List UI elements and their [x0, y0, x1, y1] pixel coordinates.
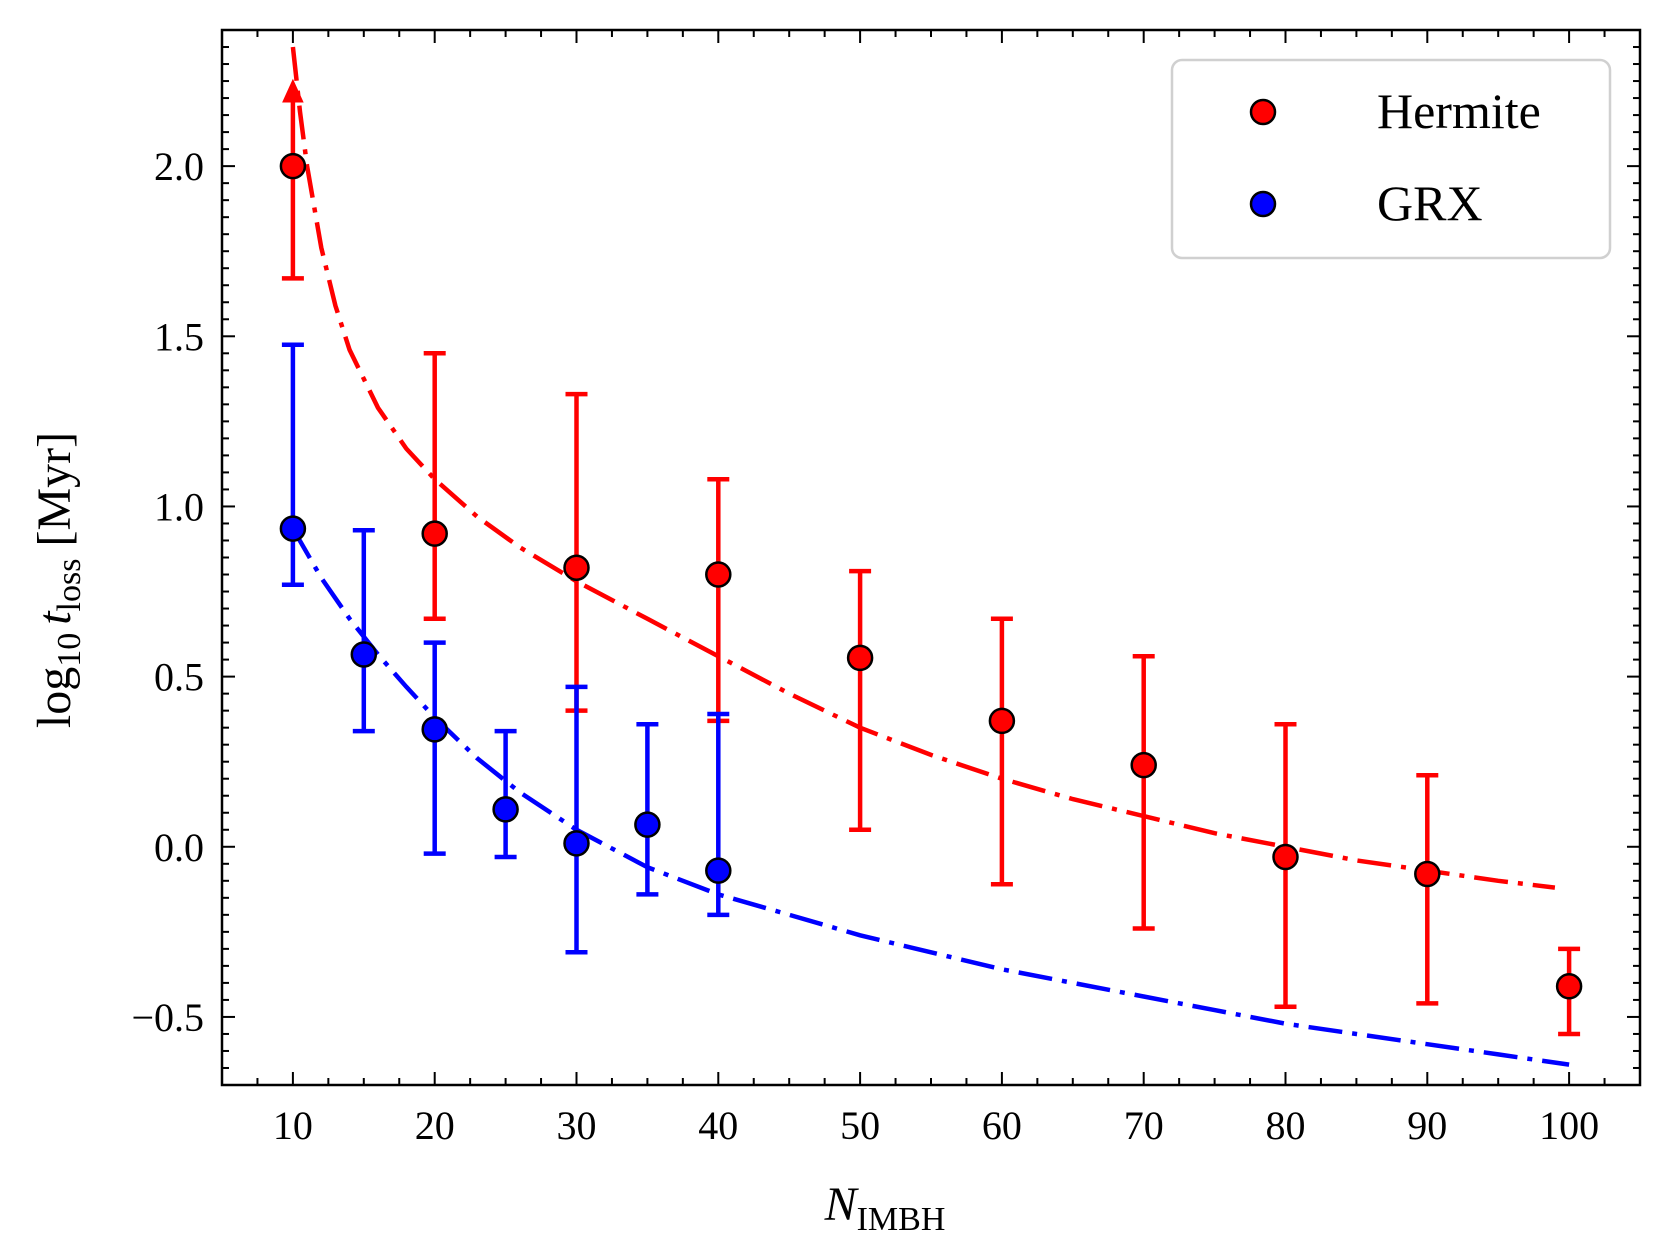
- tick-labels: 10 20 30 40 50 60 70 80 90 100 −0.5 0.0 0.5 1.0 1.5 2.0: [131, 144, 1599, 1148]
- x-tick-label: 100: [1539, 1103, 1599, 1148]
- fit-curve-hermite: [290, 46, 1556, 890]
- data-point-grx: [279, 515, 307, 542]
- error-bar-hermite: [565, 391, 588, 713]
- data-markers: [279, 152, 1583, 1000]
- legend-label-grx: GRX: [1377, 175, 1483, 231]
- y-tick-label: −0.5: [131, 995, 204, 1040]
- x-tick-label: 40: [698, 1103, 738, 1148]
- error-bar-hermite: [707, 476, 730, 724]
- x-tick-label: 70: [1124, 1103, 1164, 1148]
- data-point-hermite: [1555, 973, 1583, 1000]
- error-bar-hermite: [423, 351, 446, 622]
- error-bar-grx: [494, 728, 517, 860]
- y-axis-label: log10tloss[Myr]: [28, 432, 88, 728]
- data-point-hermite: [563, 554, 590, 581]
- legend-marker-hermite: [1249, 98, 1277, 126]
- y-tick-label: 0.5: [154, 655, 204, 700]
- data-point-hermite: [705, 561, 732, 588]
- error-bar-grx: [352, 528, 375, 734]
- x-tick-label: 60: [982, 1103, 1022, 1148]
- x-tick-label: 50: [840, 1103, 880, 1148]
- x-tick-label: 10: [273, 1103, 313, 1148]
- data-point-hermite: [988, 707, 1016, 735]
- data-point-hermite: [1272, 843, 1299, 871]
- fit-curve-grx: [290, 527, 1570, 1067]
- axes: [220, 28, 1642, 1087]
- y-tick-label: 2.0: [154, 144, 204, 189]
- error-bar-hermite: [1132, 653, 1155, 931]
- data-point-grx: [563, 830, 590, 857]
- x-axis-label: NIMBH: [824, 1178, 946, 1238]
- data-point-grx: [705, 857, 732, 884]
- data-point-grx: [350, 641, 378, 668]
- data-point-hermite: [846, 644, 874, 672]
- error-bar-grx: [707, 711, 730, 918]
- data-point-grx: [492, 796, 519, 823]
- legend-marker-grx: [1249, 190, 1277, 218]
- x-tick-label: 90: [1407, 1103, 1447, 1148]
- y-tick-label: 0.0: [154, 825, 204, 870]
- upper-limit-arrow: [282, 78, 304, 103]
- y-tick-label: 1.0: [154, 484, 204, 529]
- data-point-hermite: [421, 520, 448, 547]
- x-tick-label: 80: [1266, 1103, 1306, 1148]
- data-point-grx: [634, 811, 661, 838]
- legend: Hermite GRX: [1170, 58, 1612, 260]
- data-point-hermite: [1130, 751, 1157, 779]
- x-tick-label: 30: [557, 1103, 597, 1148]
- legend-box: [1170, 58, 1612, 260]
- error-bar-hermite: [990, 616, 1013, 887]
- error-bar-hermite: [1416, 773, 1439, 1006]
- data-point-grx: [421, 716, 448, 743]
- error-bar-grx: [636, 722, 659, 897]
- error-bar-grx: [565, 684, 588, 955]
- error-bar-hermite: [849, 568, 872, 833]
- error-bars: [281, 78, 1581, 1037]
- data-point-hermite: [1414, 860, 1441, 888]
- legend-label-hermite: Hermite: [1377, 83, 1541, 139]
- error-bar-grx: [423, 640, 446, 856]
- error-bar-hermite: [281, 78, 304, 281]
- x-tick-label: 20: [415, 1103, 455, 1148]
- fit-curves: [290, 46, 1570, 1067]
- data-point-hermite: [279, 152, 307, 180]
- error-bar-grx: [281, 342, 304, 587]
- y-tick-label: 1.5: [154, 314, 204, 359]
